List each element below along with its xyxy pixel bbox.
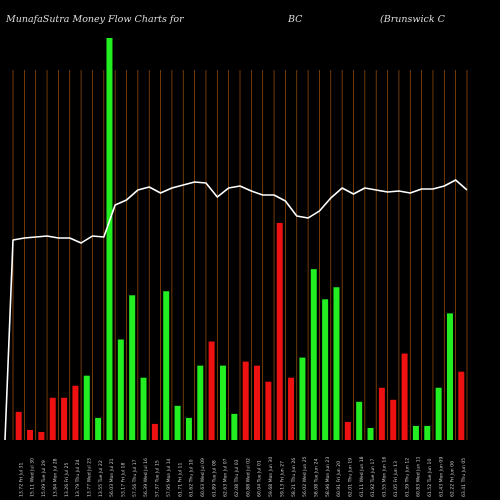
x-axis-label: 60.83 Wed Jun 11 [416, 456, 422, 497]
price-line [4, 179, 468, 441]
x-axis-label: 15.09 Tue Jul 29 [41, 460, 47, 497]
x-axis-label: 59.68 Mon Jun 30 [268, 457, 274, 497]
money-flow-bar [424, 425, 431, 440]
money-flow-bar [367, 427, 374, 440]
x-axis-label: 58.08 Tue Jun 24 [313, 459, 319, 497]
x-axis-label: 13.84 Mon Jul 28 [52, 458, 58, 497]
x-axis-label: 59.13 Fri Jun 27 [279, 461, 285, 497]
x-axis-label: 57.56 Thu Jul 17 [132, 459, 138, 497]
money-flow-bar [276, 222, 283, 440]
money-flow-bar [95, 417, 102, 440]
money-flow-bar [140, 377, 147, 440]
price-line-group [4, 179, 468, 441]
money-flow-bar [129, 295, 136, 440]
money-flow-bar [446, 313, 453, 440]
x-axis-label: 61.92 Tue Jun 17 [370, 459, 376, 497]
x-axis-label: 57.37 Tue Jul 15 [155, 460, 161, 497]
x-axis-label: 61.52 Tue Jun 10 [427, 459, 433, 497]
money-flow-bar [163, 291, 170, 440]
x-axis-label: 61.55 Mon Jun 16 [382, 457, 388, 497]
money-flow-bar [265, 381, 272, 440]
money-flow-bar [378, 387, 385, 440]
x-axis-label: 13.79 Thu Jul 24 [75, 459, 81, 497]
x-axis-label: 60.91 Fri Jun 20 [336, 461, 342, 497]
x-axis-label: 62.01 Thu Jun 19 [348, 458, 354, 497]
money-flow-bar [299, 357, 306, 440]
money-flow-bar [254, 365, 261, 440]
x-axis-label: 56.39 Wed Jul 16 [143, 458, 149, 497]
x-axis-label: 61.05 Fri Jun 13 [393, 461, 399, 497]
x-axis-label: 63.41 Thu Jun 05 [461, 458, 467, 497]
x-axis-label: 62.63 Mon Jul 07 [223, 458, 229, 497]
money-flow-bar [174, 405, 181, 440]
x-axis-label: 61.39 Thu Jun 12 [404, 458, 410, 497]
x-axis-label: 62.22 Fri Jun 06 [450, 461, 456, 497]
money-flow-bar [412, 425, 419, 440]
money-flow-bar [83, 375, 90, 440]
money-flow-bar [458, 371, 465, 440]
x-axis-label: 53.17 Fri Jul 18 [121, 463, 127, 497]
money-flow-bar [61, 397, 68, 440]
chart-title: MunafaSutra Money Flow Charts for [6, 14, 184, 25]
money-flow-bar [322, 299, 329, 440]
x-axis-label: 56.03 Mon Jul 21 [109, 458, 115, 497]
money-flow-bar [106, 38, 113, 440]
bars-group [15, 38, 465, 440]
money-flow-bar [333, 287, 340, 440]
x-axis-label: 60.88 Wed Jul 02 [245, 458, 251, 497]
money-flow-bar [401, 353, 408, 440]
money-flow-bar [356, 401, 363, 440]
money-flow-bar [151, 423, 158, 440]
money-flow-bar [185, 417, 192, 440]
money-flow-bar [242, 361, 249, 440]
x-axis-label: 61.89 Tue Jul 08 [211, 460, 217, 497]
x-axis-label: 57.95 Mon Jul 14 [166, 458, 172, 497]
money-flow-bar [72, 385, 79, 440]
money-flow-bar [288, 377, 295, 440]
money-flow-bar [27, 429, 34, 440]
money-flow-bar [435, 387, 442, 440]
money-flow-bar [15, 411, 22, 440]
x-axis-labels: 13.72 Fri Jul 31 15.11 Wed Jul 30 15.09 Tu… [18, 456, 467, 497]
x-axis-label: 60.63 Wed Jul 09 [200, 458, 206, 497]
x-axis-label: 58.96 Mon Jun 23 [325, 457, 331, 497]
x-axis-label: 61.62 Thu Jul 10 [189, 459, 195, 497]
money-flow-bar [219, 365, 226, 440]
x-axis-label: 61.43 Mon Jun 09 [438, 457, 444, 497]
money-flow-bar [208, 341, 215, 440]
x-axis-label: 58.21 Thu Jun 26 [291, 458, 297, 497]
money-flow-bar [344, 421, 351, 440]
x-axis-label: 15.11 Wed Jul 30 [30, 458, 36, 497]
money-flow-bar [117, 339, 124, 440]
money-flow-bar [197, 365, 204, 440]
x-axis-label: 13.77 Wed Jul 23 [86, 458, 92, 497]
x-axis-label: 60.04 Tue Jul 01 [257, 460, 263, 497]
money-flow-bar [49, 397, 56, 440]
money-flow-bar [390, 399, 397, 440]
x-axis-label: 13.72 Fri Jul 31 [18, 463, 24, 497]
grid-lines [12, 70, 468, 440]
x-axis-label: 13.26 Fri Jul 25 [64, 463, 70, 497]
x-axis-label: 56.02 Wed Jun 25 [302, 456, 308, 497]
company-label: (Brunswick C [380, 14, 445, 25]
x-axis-label: 62.08 Thu Jul 03 [234, 459, 240, 497]
money-flow-bar [310, 269, 317, 440]
ticker-label: BC [288, 14, 303, 25]
x-axis-label: 13.55 Tue Jul 22 [98, 460, 104, 497]
money-flow-bar [231, 413, 238, 440]
x-axis-label: 61.71 Fri Jul 11 [177, 463, 183, 497]
x-axis-label: 61.11 Wed Jun 18 [359, 456, 365, 497]
money-flow-bar [38, 431, 45, 440]
